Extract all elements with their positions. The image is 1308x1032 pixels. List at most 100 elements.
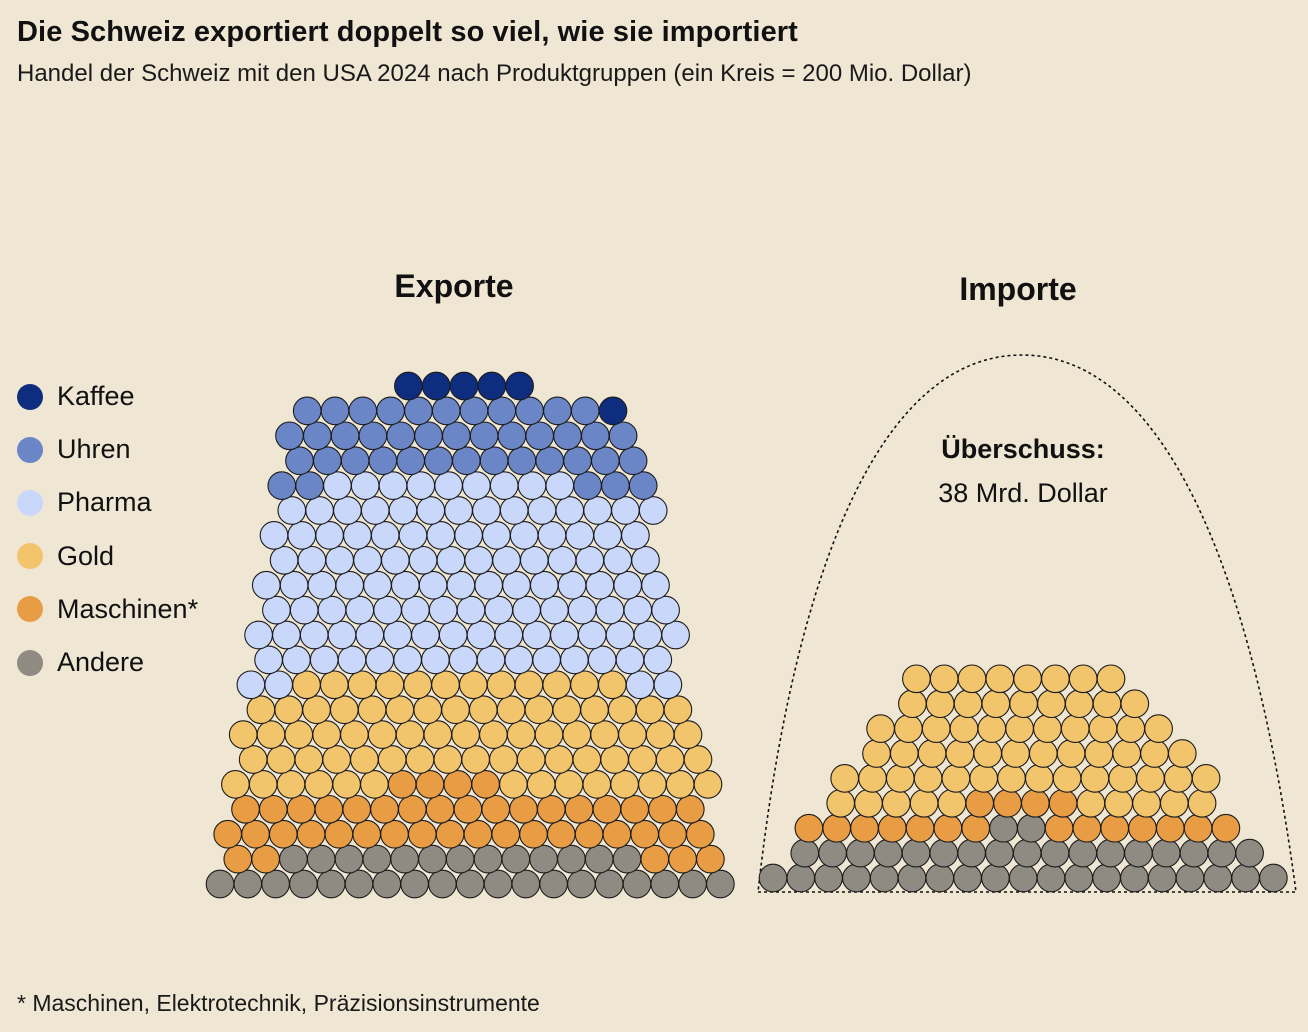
circle-gold — [663, 695, 693, 725]
circle-maschinen — [425, 794, 455, 824]
circle-gold — [506, 720, 536, 749]
circle-pharma — [337, 645, 367, 675]
circle-gold — [600, 745, 629, 774]
circle-pharma — [360, 496, 390, 525]
circle-maschinen — [471, 770, 500, 799]
circle-maschinen — [370, 794, 399, 824]
circle-uhren — [320, 396, 350, 426]
circle-pharma — [489, 471, 519, 500]
circle-gold — [385, 695, 415, 725]
chart-subtitle: Handel der Schweiz mit den USA 2024 nach… — [17, 60, 972, 87]
circle-pharma — [641, 570, 670, 600]
circle-pharma — [406, 471, 436, 500]
circle-uhren — [479, 446, 509, 476]
circle-pharma — [577, 620, 607, 650]
circle-pharma — [390, 570, 420, 600]
circle-maschinen — [961, 813, 991, 843]
circle-andere — [334, 844, 364, 874]
circle-maschinen — [696, 844, 725, 874]
circle-gold — [1033, 714, 1062, 743]
circle-uhren — [573, 471, 602, 500]
circle-maschinen — [592, 794, 622, 824]
circle-andere — [1096, 838, 1125, 868]
circle-andere — [1235, 838, 1264, 868]
legend-swatch-andere — [17, 649, 43, 676]
circle-gold — [302, 695, 331, 725]
circle-gold — [881, 788, 911, 818]
circle-pharma — [456, 595, 486, 625]
legend-swatch-gold — [17, 543, 43, 570]
circle-pharma — [388, 496, 418, 525]
circle-pharma — [446, 570, 476, 600]
circle-gold — [572, 745, 602, 774]
circle-gold — [458, 670, 488, 700]
circle-maschinen — [620, 794, 650, 824]
circle-pharma — [323, 471, 352, 500]
circle-pharma — [519, 545, 549, 575]
circle-pharma — [509, 521, 539, 550]
circle-gold — [451, 720, 480, 749]
circle-pharma — [522, 620, 551, 650]
circle-pharma — [343, 521, 372, 550]
circle-maschinen — [296, 819, 326, 849]
circle-gold — [889, 739, 919, 768]
circle-andere — [1151, 838, 1181, 868]
circle-gold — [1191, 764, 1221, 793]
circle-andere — [233, 869, 263, 899]
circle-andere — [205, 869, 235, 899]
circle-gold — [367, 720, 397, 749]
circle-maschinen — [685, 819, 715, 849]
circle-gold — [524, 695, 554, 725]
circle-uhren — [459, 396, 489, 426]
circle-gold — [1140, 739, 1169, 768]
circle-gold — [1092, 689, 1122, 719]
circle-pharma — [567, 595, 597, 625]
legend-swatch-kaffee — [17, 383, 43, 410]
circle-gold — [284, 720, 314, 749]
circle-uhren — [267, 471, 297, 500]
circle-uhren — [608, 421, 638, 451]
circle-andere — [501, 844, 531, 874]
circle-maschinen — [342, 794, 372, 824]
circle-gold — [1120, 689, 1150, 719]
circle-andere — [989, 813, 1018, 843]
circle-gold — [479, 720, 508, 749]
circle-uhren — [553, 421, 582, 451]
circle-gold — [1064, 689, 1094, 719]
circle-andere — [1231, 863, 1260, 893]
circle-andere — [372, 869, 402, 899]
legend-item-kaffee: Kaffee — [17, 370, 198, 423]
circle-gold — [580, 695, 609, 725]
circle-gold — [1024, 764, 1054, 793]
circle-gold — [902, 664, 931, 694]
circle-kaffee — [394, 371, 423, 401]
circle-pharma — [502, 570, 531, 600]
circle-gold — [294, 745, 324, 774]
circle-uhren — [570, 396, 600, 426]
circle-pharma — [309, 645, 339, 675]
circle-pharma — [378, 471, 408, 500]
circle-gold — [375, 670, 405, 700]
circle-pharma — [398, 521, 428, 550]
circle-gold — [937, 788, 967, 818]
circle-gold — [1132, 788, 1161, 818]
circle-gold — [618, 720, 647, 749]
circle-pharma — [537, 521, 567, 550]
circle-gold — [514, 670, 544, 700]
circle-uhren — [348, 396, 378, 426]
surplus-value: 38 Mrd. Dollar — [938, 478, 1108, 508]
circle-pharma — [532, 645, 561, 675]
circle-pharma — [444, 496, 473, 525]
circle-gold — [1001, 739, 1030, 768]
circle-maschinen — [324, 819, 354, 849]
circle-maschinen — [933, 813, 963, 843]
circle-maschinen — [574, 819, 604, 849]
circle-pharma — [482, 521, 511, 550]
circle-gold — [1096, 664, 1126, 694]
circle-andere — [539, 869, 568, 899]
circle-maschinen — [415, 770, 445, 799]
circle-maschinen — [1211, 813, 1241, 843]
circle-maschinen — [387, 770, 417, 799]
circle-uhren — [396, 446, 426, 476]
circle-gold — [516, 745, 546, 774]
